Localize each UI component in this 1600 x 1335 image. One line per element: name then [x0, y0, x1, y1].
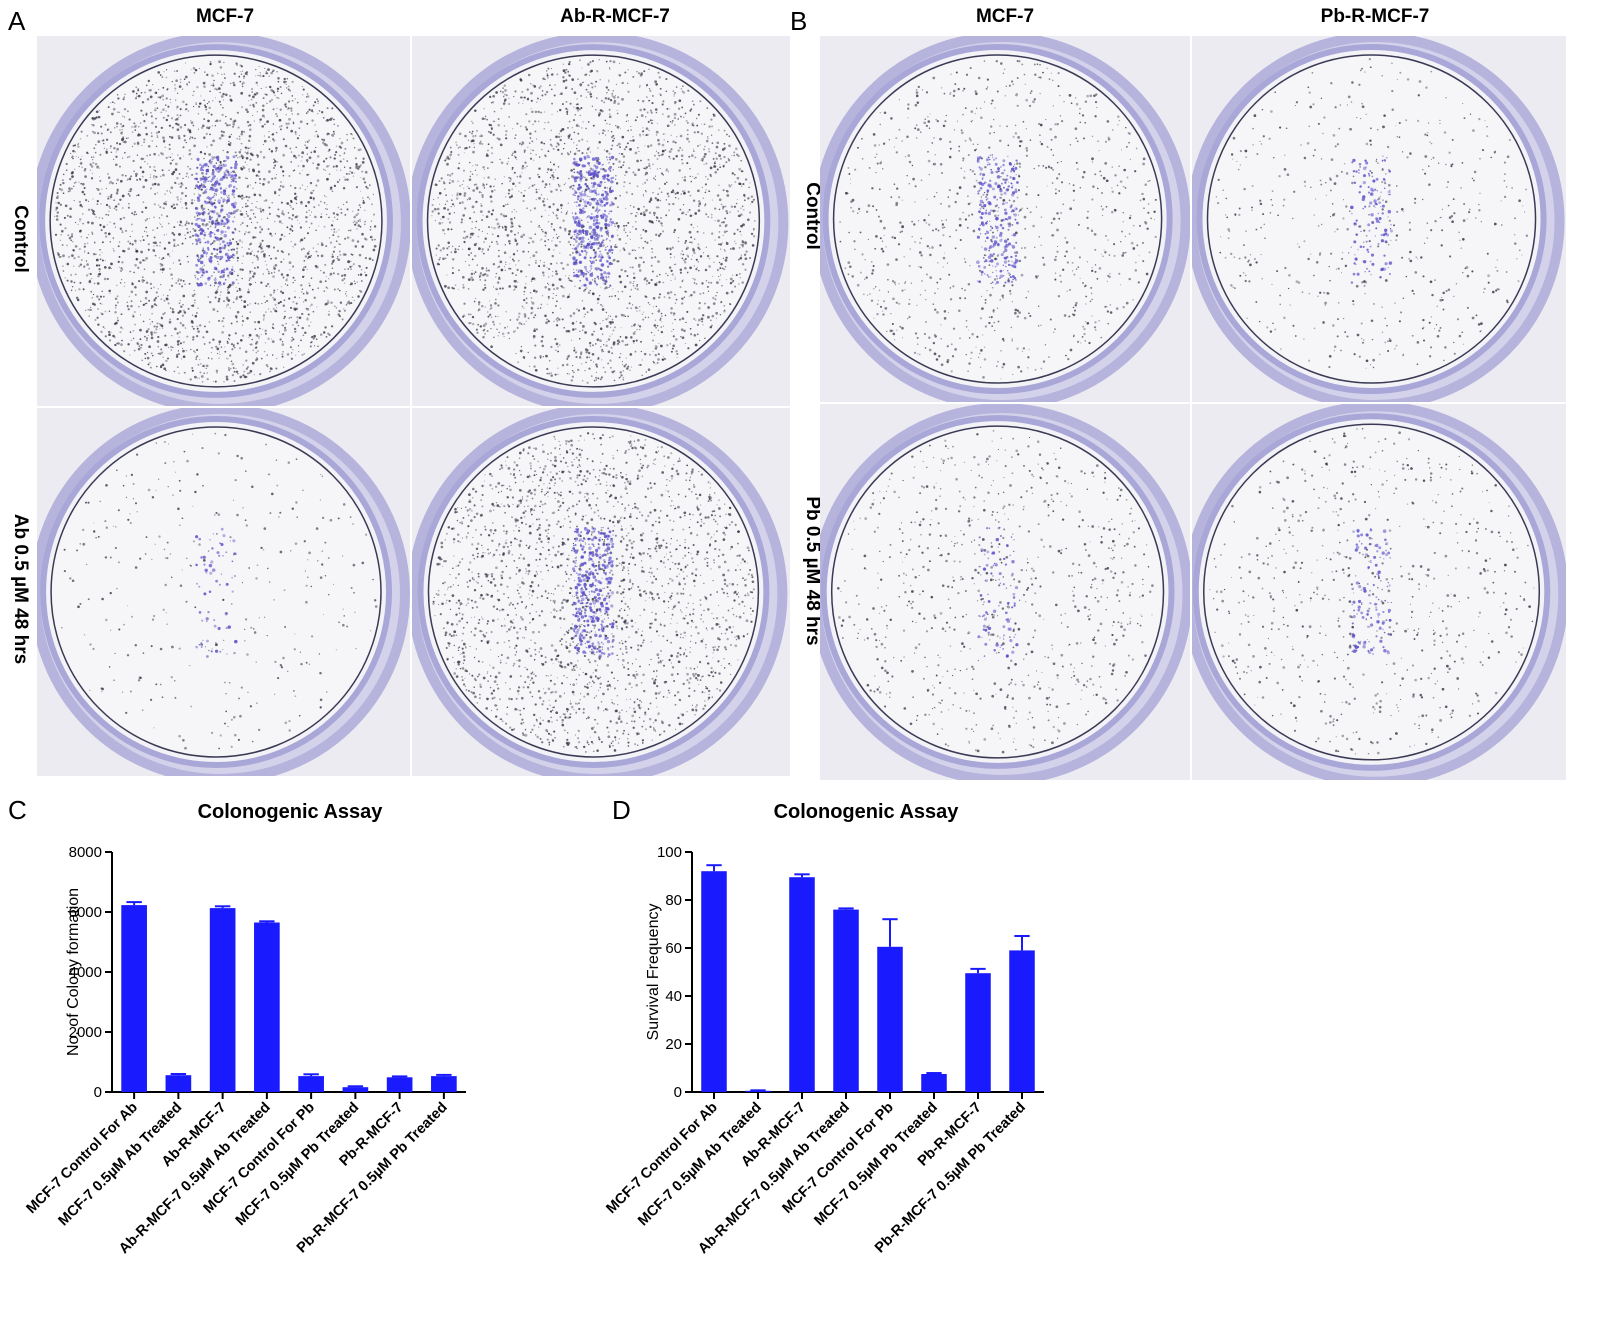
- well-b-mcf7-pb: [820, 404, 1190, 780]
- panel-letter-a: A: [8, 6, 26, 36]
- y-tick-label: 20: [665, 1036, 682, 1053]
- chart-d-survival-frequency: Colonogenic Assay Survival Frequency 0 20 40…: [603, 801, 1044, 1257]
- y-axis-label: Survival Frequency: [645, 904, 662, 1041]
- panel-letter-c: C: [8, 795, 27, 825]
- y-tick-label: 40: [665, 988, 682, 1005]
- well-a-abr-control: [412, 36, 790, 406]
- chart-c-colony-formation: Colonogenic Assay No. of Colony formation…: [24, 801, 466, 1257]
- well-a-mcf7-ab: [37, 408, 410, 776]
- y-tick-label: 100: [657, 844, 682, 861]
- dish-well: [50, 426, 382, 758]
- y-tick-label: 8000: [69, 844, 102, 861]
- bar: [877, 946, 903, 1092]
- dish-well: [830, 425, 1165, 759]
- y-axis-label: No. of Colony formation: [65, 888, 82, 1056]
- y-tick-label: 0: [94, 1084, 102, 1101]
- y-tick-label: 0: [674, 1084, 682, 1101]
- bar: [833, 909, 859, 1092]
- dish-well: [1206, 54, 1537, 384]
- col-title-a-abr: Ab-R-MCF-7: [560, 6, 670, 27]
- colony-dots: [54, 60, 377, 383]
- bar: [431, 1076, 457, 1092]
- col-title-a-mcf7: MCF-7: [195, 6, 255, 27]
- colony-dots: [1209, 428, 1535, 755]
- well-a-mcf7-control: [37, 36, 410, 406]
- colony-dots: [1215, 57, 1529, 369]
- colony-dots: [431, 59, 756, 385]
- colony-dots: [839, 59, 1157, 380]
- y-tick-label: 4000: [69, 964, 102, 981]
- bar: [701, 871, 727, 1092]
- bar: [165, 1075, 192, 1092]
- colony-dots: [60, 432, 378, 750]
- bar: [745, 1090, 771, 1092]
- bar: [342, 1087, 369, 1092]
- bar: [121, 905, 147, 1092]
- colony-dots: [432, 432, 755, 753]
- col-title-b-mcf7: MCF-7: [975, 6, 1035, 27]
- well-b-mcf7-control: [820, 36, 1190, 402]
- bar: [298, 1076, 324, 1092]
- well-b-pbr-control: [1192, 36, 1566, 402]
- row-label-a-control: Control: [10, 205, 31, 273]
- chart-title: Colonogenic Assay: [774, 801, 960, 823]
- bar: [965, 973, 991, 1092]
- dish-well: [1202, 423, 1541, 761]
- bar: [386, 1077, 413, 1092]
- y-tick-label: 2000: [69, 1024, 102, 1041]
- y-tick-label: 60: [665, 940, 682, 957]
- row-label-a-treated: Ab 0.5 µM 48 hrs: [10, 513, 31, 665]
- panel-letter-d: D: [612, 795, 631, 825]
- bar: [789, 877, 815, 1092]
- well-b-pbr-pb: [1192, 404, 1566, 780]
- y-tick-label: 80: [665, 892, 682, 909]
- chart-title: Colonogenic Assay: [198, 801, 384, 823]
- bar: [254, 922, 280, 1092]
- bar: [209, 908, 236, 1092]
- col-title-b-pbr: Pb-R-MCF-7: [1320, 6, 1430, 27]
- colony-dots: [836, 429, 1154, 754]
- bar: [921, 1074, 947, 1092]
- well-a-abr-ab: [412, 408, 790, 776]
- y-tick-label: 6000: [69, 904, 102, 921]
- bar: [1009, 950, 1035, 1092]
- panel-letter-b: B: [790, 6, 808, 36]
